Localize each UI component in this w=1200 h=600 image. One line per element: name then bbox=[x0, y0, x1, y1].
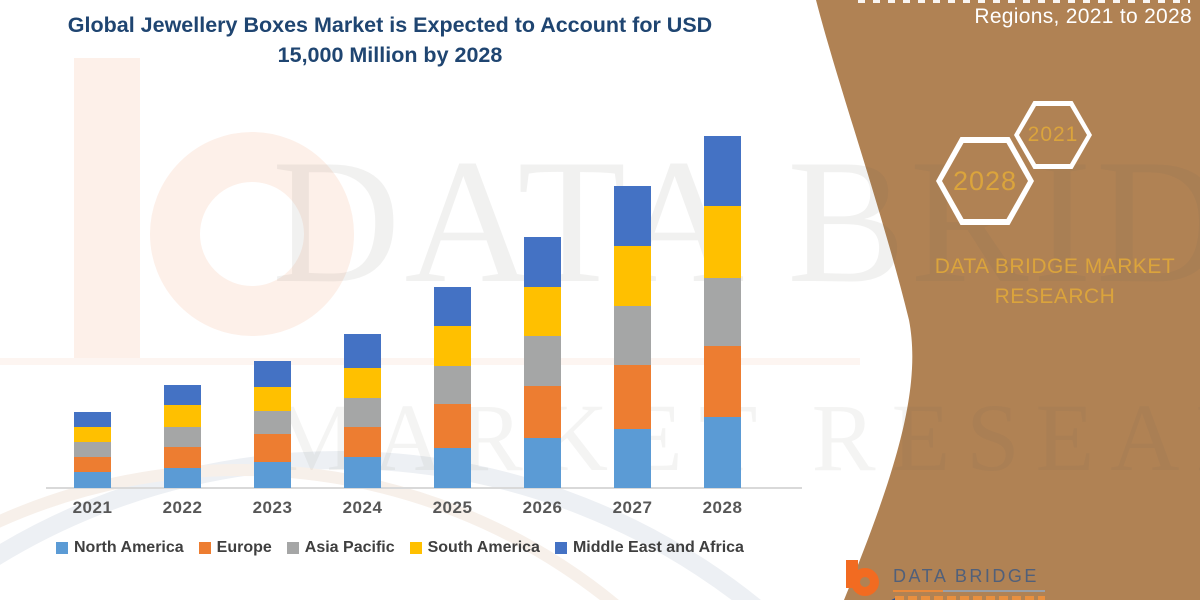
bar-segment-2023-middle-east-and-africa bbox=[254, 361, 291, 387]
legend-item-middle-east-and-africa: Middle East and Africa bbox=[554, 539, 744, 557]
legend-item-south-america: South America bbox=[409, 539, 540, 557]
legend-item-north-america: North America bbox=[56, 539, 184, 557]
bar-2021 bbox=[74, 412, 111, 488]
chart-title-line2: 15,000 Million by 2028 bbox=[277, 43, 503, 67]
bar-segment-2021-asia-pacific bbox=[74, 442, 111, 457]
bar-segment-2028-north-america bbox=[704, 416, 741, 488]
bar-segment-2022-europe bbox=[164, 446, 201, 468]
bar-segment-2025-south-america bbox=[434, 326, 471, 367]
chart-title: Global Jewellery Boxes Market is Expecte… bbox=[30, 10, 750, 70]
bar-segment-2022-south-america bbox=[164, 405, 201, 427]
bar-segment-2021-middle-east-and-africa bbox=[74, 412, 111, 428]
legend-swatch-south-america bbox=[409, 542, 422, 554]
bar-segment-2022-asia-pacific bbox=[164, 426, 201, 447]
bar-segment-2026-europe bbox=[524, 385, 561, 438]
legend: North America Europe Asia Pacific South Ame… bbox=[56, 539, 744, 557]
x-axis-line bbox=[46, 487, 802, 489]
bar-segment-2026-asia-pacific bbox=[524, 335, 561, 386]
x-axis-label-2026: 2026 bbox=[522, 498, 563, 517]
bar-segment-2026-south-america bbox=[524, 287, 561, 336]
bar-segment-2028-middle-east-and-africa bbox=[704, 135, 741, 206]
bar-segment-2021-europe bbox=[74, 456, 111, 472]
legend-swatch-europe bbox=[198, 542, 211, 554]
bar-segment-2024-south-america bbox=[344, 367, 381, 398]
x-axis-label-2028: 2028 bbox=[702, 498, 743, 517]
bar-segment-2023-asia-pacific bbox=[254, 410, 291, 434]
x-axis-label-2023: 2023 bbox=[252, 498, 293, 517]
bar-segment-2028-asia-pacific bbox=[704, 277, 741, 346]
bar-2025 bbox=[434, 287, 471, 488]
legend-label-europe: Europe bbox=[216, 539, 272, 556]
bar-segment-2023-north-america bbox=[254, 461, 291, 488]
bar-segment-2021-north-america bbox=[74, 471, 111, 488]
x-axis-label-2022: 2022 bbox=[162, 498, 203, 517]
bar-segment-2025-north-america bbox=[434, 447, 471, 488]
bar-2022 bbox=[164, 385, 201, 488]
x-axis-label-2024: 2024 bbox=[342, 498, 383, 517]
bar-segment-2022-north-america bbox=[164, 467, 201, 488]
bar-segment-2027-europe bbox=[614, 365, 651, 429]
bar-segment-2026-middle-east-and-africa bbox=[524, 236, 561, 288]
bar-2026 bbox=[524, 236, 561, 488]
x-axis-label-2025: 2025 bbox=[432, 498, 473, 517]
legend-label-north-america: North America bbox=[74, 539, 184, 556]
legend-label-south-america: South America bbox=[427, 539, 540, 556]
legend-item-asia-pacific: Asia Pacific bbox=[286, 539, 395, 557]
bar-2027 bbox=[614, 185, 651, 488]
legend-label-middle-east-and-africa: Middle East and Africa bbox=[572, 539, 744, 556]
bar-segment-2024-north-america bbox=[344, 456, 381, 488]
bar-2023 bbox=[254, 361, 291, 488]
bar-segment-2023-europe bbox=[254, 433, 291, 462]
bar-segment-2025-middle-east-and-africa bbox=[434, 287, 471, 327]
bar-segment-2028-europe bbox=[704, 345, 741, 417]
chart-title-line1: Global Jewellery Boxes Market is Expecte… bbox=[67, 13, 713, 37]
legend-swatch-north-america bbox=[56, 542, 68, 554]
legend-label-asia-pacific: Asia Pacific bbox=[304, 539, 395, 556]
bar-segment-2025-asia-pacific bbox=[434, 366, 471, 405]
bar-2028 bbox=[704, 135, 741, 488]
bar-segment-2023-south-america bbox=[254, 386, 291, 411]
bar-2024 bbox=[344, 333, 381, 488]
x-axis-label-2021: 2021 bbox=[72, 498, 113, 517]
legend-item-europe: Europe bbox=[198, 539, 272, 557]
bar-segment-2027-north-america bbox=[614, 428, 651, 488]
legend-swatch-middle-east-and-africa bbox=[554, 542, 567, 554]
bar-segment-2026-north-america bbox=[524, 437, 561, 488]
bar-segment-2024-europe bbox=[344, 426, 381, 457]
bar-segment-2025-europe bbox=[434, 404, 471, 448]
bar-segment-2027-south-america bbox=[614, 245, 651, 306]
bar-segment-2024-asia-pacific bbox=[344, 397, 381, 427]
banner-shape bbox=[816, 0, 1200, 600]
bar-segment-2022-middle-east-and-africa bbox=[164, 385, 201, 406]
x-axis-label-2027: 2027 bbox=[612, 498, 653, 517]
bar-segment-2021-south-america bbox=[74, 427, 111, 443]
bar-segment-2024-middle-east-and-africa bbox=[344, 333, 381, 368]
legend-swatch-asia-pacific bbox=[286, 542, 299, 554]
bar-segment-2027-middle-east-and-africa bbox=[614, 185, 651, 246]
bar-segment-2027-asia-pacific bbox=[614, 305, 651, 366]
bar-segment-2028-south-america bbox=[704, 205, 741, 278]
